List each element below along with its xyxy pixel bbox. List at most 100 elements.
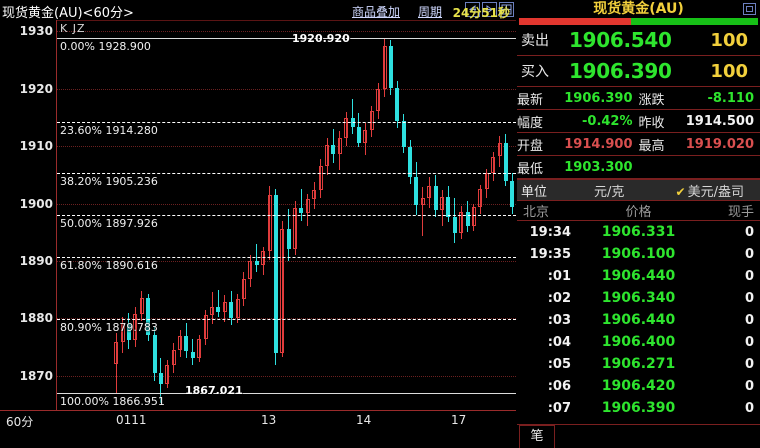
tick-volume: 0 [744, 268, 754, 284]
tick-time: :05 [547, 356, 571, 372]
candle-body [133, 313, 138, 341]
grid-line [57, 146, 516, 148]
tick-price: 1906.400 [601, 334, 676, 350]
fibonacci-line [57, 257, 516, 259]
candle-wick [499, 135, 501, 167]
candle-body [222, 302, 227, 313]
candle-wick [269, 186, 271, 260]
tick-price: 1906.340 [601, 290, 676, 306]
candle-body [446, 196, 451, 218]
tick-price: 1906.440 [601, 312, 676, 328]
candle-body [427, 186, 432, 198]
quote-stat-value: 1903.300 [564, 159, 633, 175]
candle-body [491, 156, 496, 173]
quote-stat-value: 1914.900 [564, 136, 633, 152]
candle-body [414, 177, 419, 205]
candle-body [503, 142, 508, 181]
fibonacci-line [57, 173, 516, 175]
tick-price: 1906.100 [601, 246, 676, 262]
candle-wick [173, 343, 175, 373]
candle-wick [224, 295, 226, 322]
candle-body [114, 342, 119, 365]
tick-row[interactable]: :05 1906.271 0 [517, 353, 760, 375]
arrow-right-icon[interactable] [482, 2, 497, 17]
candle-wick [243, 272, 245, 306]
unit-option-ounce[interactable]: ✔ 美元/盎司 [660, 181, 760, 200]
candle-body [126, 323, 131, 341]
arrow-left-icon[interactable] [465, 2, 480, 17]
unit-label: 单位 [521, 184, 548, 200]
tick-row[interactable]: :07 1906.390 0 [517, 397, 760, 419]
ask-volume: 100 [710, 29, 748, 51]
grid-line [57, 88, 516, 90]
candle-body [440, 196, 444, 210]
tick-row[interactable]: :01 1906.440 0 [517, 265, 760, 287]
candle-wick [492, 151, 494, 181]
bar-countdown: 24分51秒 [452, 6, 510, 20]
grid-line [57, 318, 516, 320]
bid-row[interactable]: 买入 1906.390 100 [517, 56, 760, 87]
tick-row[interactable]: 19:34 1906.331 0 [517, 221, 760, 243]
candle-wick [384, 37, 386, 97]
candle-wick [134, 306, 136, 347]
split-view-icon[interactable] [499, 2, 514, 17]
candle-wick [486, 169, 488, 198]
candle-body [254, 260, 259, 266]
tick-row[interactable]: :03 1906.440 0 [517, 309, 760, 331]
tick-row[interactable]: :06 1906.420 0 [517, 375, 760, 397]
candle-wick [364, 123, 366, 156]
candle-body [356, 126, 361, 143]
ask-label: 卖出 [521, 33, 549, 49]
quote-stat-label: 涨跌 [638, 92, 665, 108]
candle-body [388, 46, 393, 88]
candle-wick [198, 335, 200, 363]
chart-nav-icons [465, 2, 514, 17]
candle-wick [313, 181, 315, 210]
candle-body [171, 349, 176, 365]
candle-body [497, 142, 502, 157]
candle-wick [217, 289, 219, 318]
candle-body [344, 117, 349, 139]
candle-body [408, 147, 413, 178]
time-axis-tick: 0111 [116, 413, 147, 427]
tick-volume: 0 [744, 290, 754, 306]
maximize-icon[interactable] [743, 3, 756, 15]
tick-time: :01 [547, 268, 571, 284]
quote-stat-row: 最新 1906.390 涨跌 -8.110 [517, 87, 760, 110]
price-axis-tick: 1930 [19, 24, 53, 39]
period-link[interactable]: 周期 [418, 5, 443, 19]
grid-line [57, 203, 516, 205]
quote-stat-cell: 幅度 -0.42% [517, 110, 639, 132]
tick-time: :04 [547, 334, 571, 350]
tick-table-body[interactable]: 19:34 1906.331 0 19:35 1906.100 0:01 1906.440 0… [517, 221, 760, 419]
fibonacci-line [57, 121, 516, 123]
tick-price: 1906.271 [601, 356, 676, 372]
tick-row[interactable]: :02 1906.340 0 [517, 287, 760, 309]
candle-body [318, 166, 323, 190]
candle-body [478, 188, 483, 207]
price-axis-tick: 1910 [19, 139, 53, 154]
candle-body [178, 336, 183, 350]
quote-stat-cell: 最低 1903.300 [517, 156, 639, 178]
unit-option-gram[interactable]: 元/克 [594, 184, 625, 200]
candle-body [203, 314, 208, 340]
candle-body [305, 198, 310, 213]
tick-volume: 0 [744, 400, 754, 416]
tick-row[interactable]: 19:35 1906.100 0 [517, 243, 760, 265]
quote-stat-cell: 昨收 1914.500 [639, 110, 760, 132]
candle-wick [307, 194, 309, 227]
high-price-label: 1920.920 [292, 31, 350, 45]
ask-row[interactable]: 卖出 1906.540 100 [517, 25, 760, 56]
time-axis: 60分 0111 13 14 17 [0, 410, 516, 429]
bid-ask-ratio-bar [519, 18, 758, 25]
candle-wick [460, 205, 462, 240]
tick-volume: 0 [744, 356, 754, 372]
bid-volume: 100 [710, 60, 748, 82]
footer-tab-tick[interactable]: 笔 [519, 425, 555, 448]
candle-body [331, 145, 336, 155]
fibonacci-line [57, 393, 516, 395]
tick-row[interactable]: :04 1906.400 0 [517, 331, 760, 353]
overlay-link[interactable]: 商品叠加 [352, 5, 401, 19]
candle-body [510, 180, 515, 207]
candlestick-plot[interactable]: K JZ 0.00% 1928.900 23.60% 1914.280 38.20%… [56, 20, 572, 410]
